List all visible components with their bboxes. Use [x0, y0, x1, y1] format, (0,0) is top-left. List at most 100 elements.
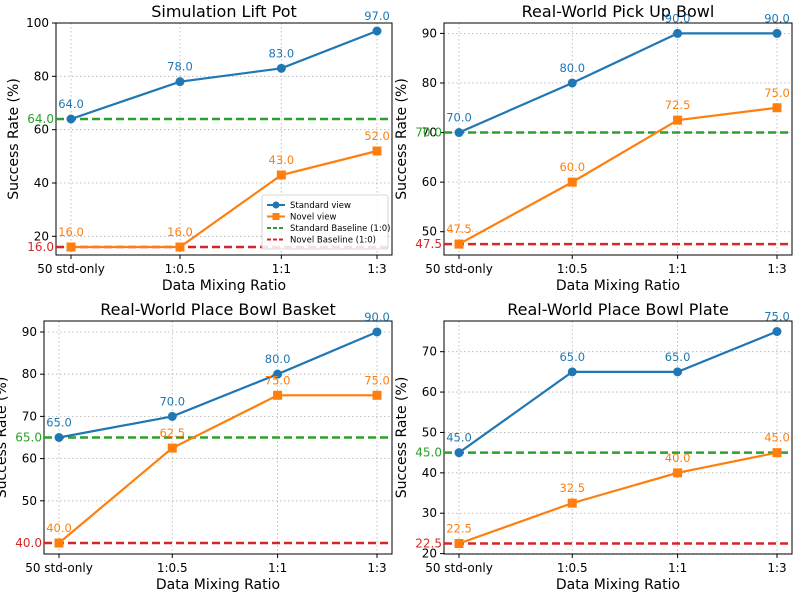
y-tick-label: 50 — [422, 225, 437, 239]
baseline-value-label: 22.5 — [415, 537, 442, 551]
x-tick-label: 1:3 — [367, 262, 386, 276]
x-tick-label: 1:3 — [767, 262, 786, 276]
data-point-marker — [673, 115, 683, 125]
data-point-marker — [772, 103, 782, 113]
chart-title: Real-World Place Bowl Plate — [507, 300, 729, 319]
data-label: 65.0 — [665, 350, 691, 364]
y-tick-label: 40 — [422, 466, 437, 480]
y-tick-label: 80 — [422, 76, 437, 90]
data-label: 90.0 — [665, 11, 691, 25]
x-axis-label: Data Mixing Ratio — [556, 278, 680, 294]
chart-panel: 20 30 40 50 60 70 50 std-only 1:0.5 1:1 1:3 Real-W… — [394, 300, 793, 593]
data-label: 75.0 — [265, 373, 291, 387]
baseline-value-label: 40.0 — [15, 536, 42, 550]
y-tick-label: 60 — [34, 123, 49, 137]
series-line — [70, 29, 378, 121]
data-point-marker — [54, 433, 64, 442]
chart-panel: 20 40 60 80 100 50 std-only 1:0.5 1:1 1:3 Simulat… — [6, 2, 393, 294]
x-tick-label: 1:1 — [668, 561, 687, 575]
data-label: 43.0 — [269, 153, 295, 167]
y-tick-label: 90 — [422, 26, 437, 40]
data-point-marker — [772, 448, 782, 458]
data-point-marker — [454, 239, 464, 249]
legend-swatch-marker — [272, 213, 280, 220]
x-tick-label: 1:3 — [767, 561, 786, 575]
x-axis-label: Data Mixing Ratio — [156, 577, 280, 593]
x-tick-label: 50 std-only — [425, 561, 493, 575]
y-tick-label: 50 — [22, 494, 37, 508]
y-axis-label: Success Rate (%) — [394, 377, 410, 499]
data-point-marker — [66, 242, 76, 252]
data-label: 90.0 — [364, 310, 390, 324]
y-tick-label: 70 — [422, 126, 437, 140]
legend-label: Standard Baseline (1:0) — [290, 224, 390, 234]
x-tick-label: 1:1 — [272, 262, 291, 276]
data-label: 72.5 — [665, 98, 691, 112]
plot-frame — [443, 320, 793, 555]
legend-swatch-marker — [272, 201, 280, 209]
data-point-marker — [372, 390, 382, 400]
data-point-marker — [454, 128, 464, 138]
x-tick-label: 1:0.5 — [557, 262, 588, 276]
data-point-marker — [175, 77, 185, 87]
y-tick-label: 60 — [22, 452, 37, 466]
x-tick-label: 1:3 — [367, 561, 386, 575]
y-tick-label: 100 — [26, 16, 49, 30]
baseline-value-label: 47.5 — [415, 237, 442, 251]
data-label: 45.0 — [764, 431, 790, 445]
data-label: 16.0 — [167, 225, 193, 239]
x-tick-label: 50 std-only — [425, 262, 493, 276]
data-label: 16.0 — [58, 225, 84, 239]
baseline-value-label: 65.0 — [15, 431, 42, 445]
x-tick-label: 1:1 — [668, 262, 687, 276]
chart-panel: 50 60 70 80 90 50 std-only 1:0.5 1:1 1:3 Real-Wor… — [394, 2, 793, 294]
series-line — [458, 32, 777, 134]
x-tick-label: 1:1 — [268, 561, 287, 575]
data-point-marker — [772, 326, 782, 336]
baseline-value-label: 16.0 — [27, 240, 54, 254]
data-label: 83.0 — [269, 46, 295, 60]
data-point-marker — [567, 498, 577, 508]
data-point-marker — [454, 448, 464, 458]
series-line — [71, 149, 378, 249]
legend-label: Novel view — [290, 213, 337, 223]
data-label: 45.0 — [446, 431, 472, 445]
legend-label: Novel Baseline (1:0) — [290, 236, 376, 246]
data-label: 65.0 — [559, 350, 585, 364]
data-label: 70.0 — [159, 394, 185, 408]
y-tick-label: 40 — [34, 176, 49, 190]
data-label: 97.0 — [364, 9, 390, 23]
data-point-marker — [273, 390, 283, 400]
data-point-marker — [673, 28, 683, 38]
data-label: 78.0 — [167, 60, 193, 74]
x-axis-label: Data Mixing Ratio — [162, 278, 286, 294]
x-axis-label: Data Mixing Ratio — [556, 577, 680, 593]
data-point-marker — [772, 28, 782, 38]
data-label: 75.0 — [364, 373, 390, 387]
data-label: 60.0 — [559, 160, 585, 174]
data-label: 40.0 — [46, 521, 72, 535]
data-label: 80.0 — [265, 352, 291, 366]
data-point-marker — [673, 367, 683, 377]
series-line — [458, 106, 778, 246]
x-tick-label: 1:0.5 — [165, 262, 196, 276]
x-tick-label: 1:0.5 — [557, 561, 588, 575]
chart-title: Real-World Pick Up Bowl — [522, 2, 715, 21]
plot-frame — [443, 22, 793, 256]
data-point-marker — [276, 63, 286, 73]
data-label: 90.0 — [764, 11, 790, 25]
y-tick-label: 20 — [34, 229, 49, 243]
y-tick-label: 60 — [422, 175, 437, 189]
series-line — [58, 394, 377, 544]
series-line — [458, 451, 778, 545]
x-tick-label: 50 std-only — [25, 561, 93, 575]
data-label: 70.0 — [446, 111, 472, 125]
y-tick-label: 80 — [22, 367, 37, 381]
chart-title: Real-World Place Bowl Basket — [100, 300, 336, 319]
data-point-marker — [567, 367, 577, 377]
data-point-marker — [167, 443, 177, 453]
data-label: 65.0 — [46, 416, 72, 430]
x-tick-label: 1:0.5 — [157, 561, 188, 575]
